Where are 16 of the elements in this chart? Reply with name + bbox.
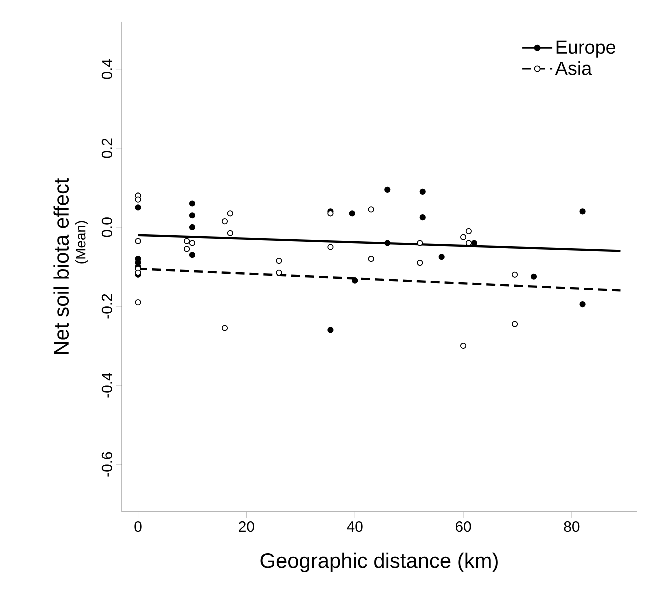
x-tick-label: 40 [347,522,363,532]
legend-label: Europe [556,40,616,58]
x-tick-label: 60 [456,522,472,532]
y-tick-label: -0.2 [102,294,112,319]
x-tick-label: 0 [134,522,142,532]
y-tick-label: -0.6 [102,452,112,477]
y-axis-title: Net soil biota effect [54,178,70,354]
y-tick-label: 0.0 [102,218,112,238]
text: (Mean) [75,221,88,264]
x-axis-title: Geographic distance (km) [260,552,498,572]
x-tick-label: 20 [239,522,254,532]
y-tick-label: -0.4 [102,373,112,398]
y-tick-label: 0.2 [102,138,112,158]
x-tick-label: 80 [564,522,580,532]
legend-label: Asia [555,61,592,76]
y-tick-label: 0.4 [102,59,112,80]
